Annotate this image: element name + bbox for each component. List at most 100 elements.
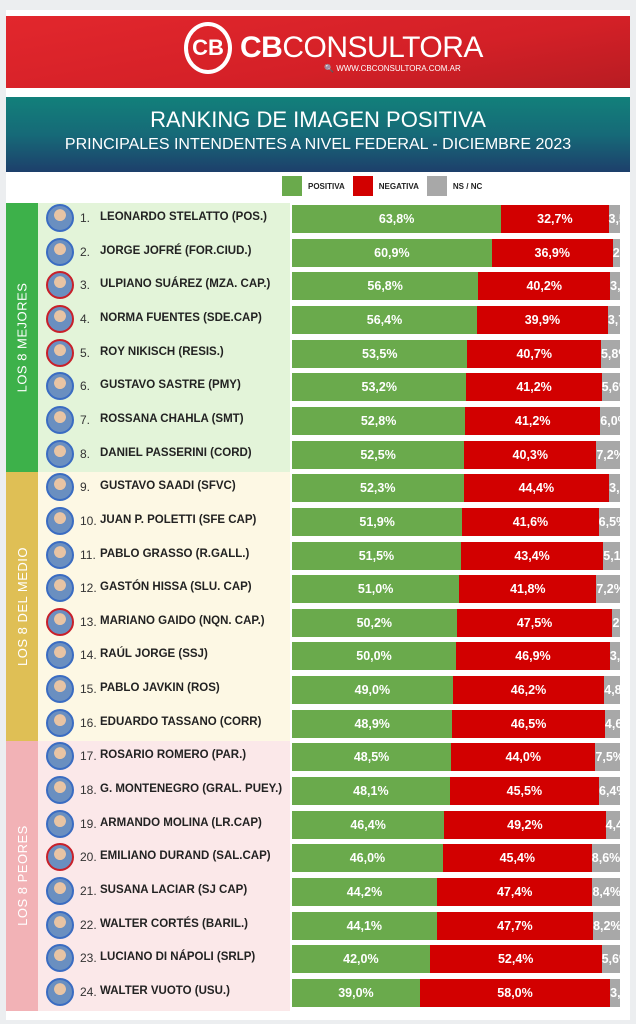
data-label: 44,1% bbox=[346, 918, 383, 933]
avatar bbox=[46, 540, 74, 569]
rank-number: 16. bbox=[80, 715, 97, 730]
rank-number: 11. bbox=[80, 547, 96, 562]
data-label: 3,7% bbox=[607, 312, 620, 327]
brand-name: CBCONSULTORA bbox=[240, 31, 483, 65]
chart-row: 19.ARMANDO MOLINA (LR.CAP) 46,4% 49,2% 4,4% bbox=[0, 809, 636, 839]
stacked-bar: 56,4% 39,9% 3,7% bbox=[292, 305, 620, 334]
data-label: 56,8% bbox=[367, 279, 403, 294]
bar-ns: 5,6% bbox=[601, 945, 620, 974]
chart-subtitle: PRINCIPALES INTENDENTES A NIVEL FEDERAL … bbox=[64, 136, 572, 153]
legend: POSITIVA NEGATIVA NS / NC bbox=[282, 176, 482, 196]
stacked-bar: 52,8% 41,2% 6,0% bbox=[292, 406, 620, 435]
stacked-bar: 52,3% 44,4% 3,3% bbox=[292, 474, 620, 503]
data-label: 6,0% bbox=[600, 413, 620, 428]
rank-number: 13. bbox=[80, 614, 97, 629]
data-label: 7,2% bbox=[596, 582, 620, 597]
stacked-bar: 51,0% 41,8% 7,2% bbox=[292, 575, 620, 604]
bar-pos: 53,2% bbox=[292, 373, 467, 402]
bar-pos: 49,0% bbox=[292, 676, 453, 705]
bar-pos: 48,1% bbox=[292, 777, 450, 806]
chart-row: 16.EDUARDO TASSANO (CORR) 48,9% 46,5% 4,6% bbox=[0, 708, 636, 738]
stacked-bar: 48,1% 45,5% 6,4% bbox=[292, 777, 620, 806]
chart-row: 8. DANIEL PASSERINI (CORD) 52,5% 40,3% 7,2% bbox=[0, 439, 636, 469]
rank-number: 24. bbox=[80, 984, 97, 999]
stacked-bar: 51,9% 41,6% 6,5% bbox=[292, 507, 620, 536]
rank-number: 3. bbox=[80, 278, 91, 293]
chart-row: 11. PABLO GRASSO (R.GALL.) 51,5% 43,4% 5,1% bbox=[0, 540, 636, 570]
data-label: 8,4% bbox=[592, 885, 620, 899]
data-label: 41,2% bbox=[516, 380, 552, 395]
data-label: 52,3% bbox=[360, 481, 396, 496]
rank-number: 12. bbox=[80, 581, 97, 596]
rank-number: 17. bbox=[80, 749, 97, 764]
rank-number: 15. bbox=[80, 682, 97, 697]
data-label: 58,0% bbox=[497, 985, 533, 1000]
bar-neg: 41,6% bbox=[462, 507, 599, 536]
category-label: MARIANO GAIDO (NQN. CAP.) bbox=[100, 614, 265, 627]
legend-label: NS / NC bbox=[452, 181, 483, 191]
category-label: WALTER CORTÉS (BARIL.) bbox=[100, 917, 248, 930]
stacked-bar: 52,5% 40,3% 7,2% bbox=[292, 440, 620, 469]
bar-neg: 44,4% bbox=[463, 474, 610, 503]
bar-ns: 5,1% bbox=[603, 541, 620, 570]
bar-ns: 4,4% bbox=[605, 810, 620, 839]
data-label: 4,4% bbox=[605, 817, 620, 832]
category-label: LEONARDO STELATTO (POS.) bbox=[100, 211, 267, 223]
bar-neg: 41,2% bbox=[465, 406, 601, 435]
data-label: 43,4% bbox=[514, 548, 550, 563]
chart-row: 23. LUCIANO DI NÁPOLI (SRLP) 42,0% 52,4% 5,6… bbox=[0, 944, 636, 974]
bar-pos: 50,0% bbox=[292, 642, 456, 671]
data-label: 8,2% bbox=[593, 918, 620, 933]
bar-ns: 7,5% bbox=[595, 743, 620, 772]
bar-ns: 4,8% bbox=[604, 676, 620, 705]
bar-pos: 50,2% bbox=[292, 608, 457, 637]
stacked-bar: 56,8% 40,2% 3,0% bbox=[292, 272, 620, 301]
bar-neg: 40,7% bbox=[467, 339, 601, 368]
data-label: 46,5% bbox=[510, 716, 547, 731]
brand-header: CB CBCONSULTORA 🔍 WWW.CBCONSULTORA.COM.A… bbox=[6, 16, 630, 88]
bar-pos: 52,8% bbox=[292, 406, 466, 435]
bar-neg: 45,5% bbox=[449, 777, 599, 806]
chart-row: 24.WALTER VUOTO (USU.) 39,0% 58,0% 3,0% bbox=[0, 977, 636, 1007]
stacked-bar: 50,2% 47,5% 2,3% bbox=[292, 608, 620, 637]
data-label: 60,9% bbox=[374, 245, 410, 260]
data-label: 5,6% bbox=[601, 952, 620, 967]
avatar bbox=[46, 977, 74, 1006]
bar-pos: 48,5% bbox=[292, 743, 452, 772]
category-label: ROY NIKISCH (RESIS.) bbox=[100, 345, 224, 358]
title-banner: RANKING DE IMAGEN POSITIVA PRINCIPALES I… bbox=[6, 97, 630, 172]
data-label: 45,5% bbox=[506, 784, 543, 799]
category-label: GUSTAVO SAADI (SFVC) bbox=[100, 480, 236, 493]
bar-ns: 6,4% bbox=[599, 777, 620, 806]
rank-number: 4. bbox=[80, 311, 91, 326]
chart-row: 17.ROSARIO ROMERO (PAR.) 48,5% 44,0% 7,5% bbox=[0, 742, 636, 772]
bar-pos: 60,9% bbox=[292, 238, 492, 267]
rank-number: 22. bbox=[80, 917, 97, 932]
avatar bbox=[46, 742, 74, 771]
data-label: 52,4% bbox=[497, 952, 534, 967]
bar-neg: 32,7% bbox=[501, 205, 609, 233]
data-label: 41,6% bbox=[512, 514, 549, 529]
rank-number: 23. bbox=[80, 951, 97, 966]
avatar bbox=[46, 843, 74, 872]
bar-pos: 44,2% bbox=[292, 878, 437, 906]
avatar bbox=[46, 271, 74, 300]
url-text: WWW.CBCONSULTORA.COM.AR bbox=[336, 64, 461, 73]
chart-row: 13.MARIANO GAIDO (NQN. CAP.) 50,2% 47,5% 2,… bbox=[0, 607, 636, 637]
chart-row: 21. SUSANA LACIAR (SJ CAP) 44,2% 47,4% 8,4% bbox=[0, 877, 636, 906]
chart-row: 5. ROY NIKISCH (RESIS.) 53,5% 40,7% 5,8% bbox=[0, 338, 636, 368]
data-label: 5,8% bbox=[600, 346, 620, 361]
bar-ns: 6,0% bbox=[600, 406, 620, 435]
data-label: 40,3% bbox=[512, 447, 548, 462]
avatar bbox=[46, 237, 74, 266]
bar-neg: 46,5% bbox=[452, 709, 605, 738]
bar-pos: 51,5% bbox=[292, 541, 461, 570]
data-label: 36,9% bbox=[534, 245, 570, 260]
rank-number: 8. bbox=[80, 446, 91, 461]
stacked-bar: 42,0% 52,4% 5,6% bbox=[292, 945, 620, 974]
category-label: EMILIANO DURAND (SAL.CAP) bbox=[100, 850, 271, 863]
bar-ns: 7,2% bbox=[596, 440, 620, 469]
stacked-bar: 53,5% 40,7% 5,8% bbox=[292, 339, 620, 368]
category-label: WALTER VUOTO (USU.) bbox=[100, 984, 230, 997]
stacked-bar: 63,8% 32,7% 3,5% bbox=[292, 205, 620, 233]
